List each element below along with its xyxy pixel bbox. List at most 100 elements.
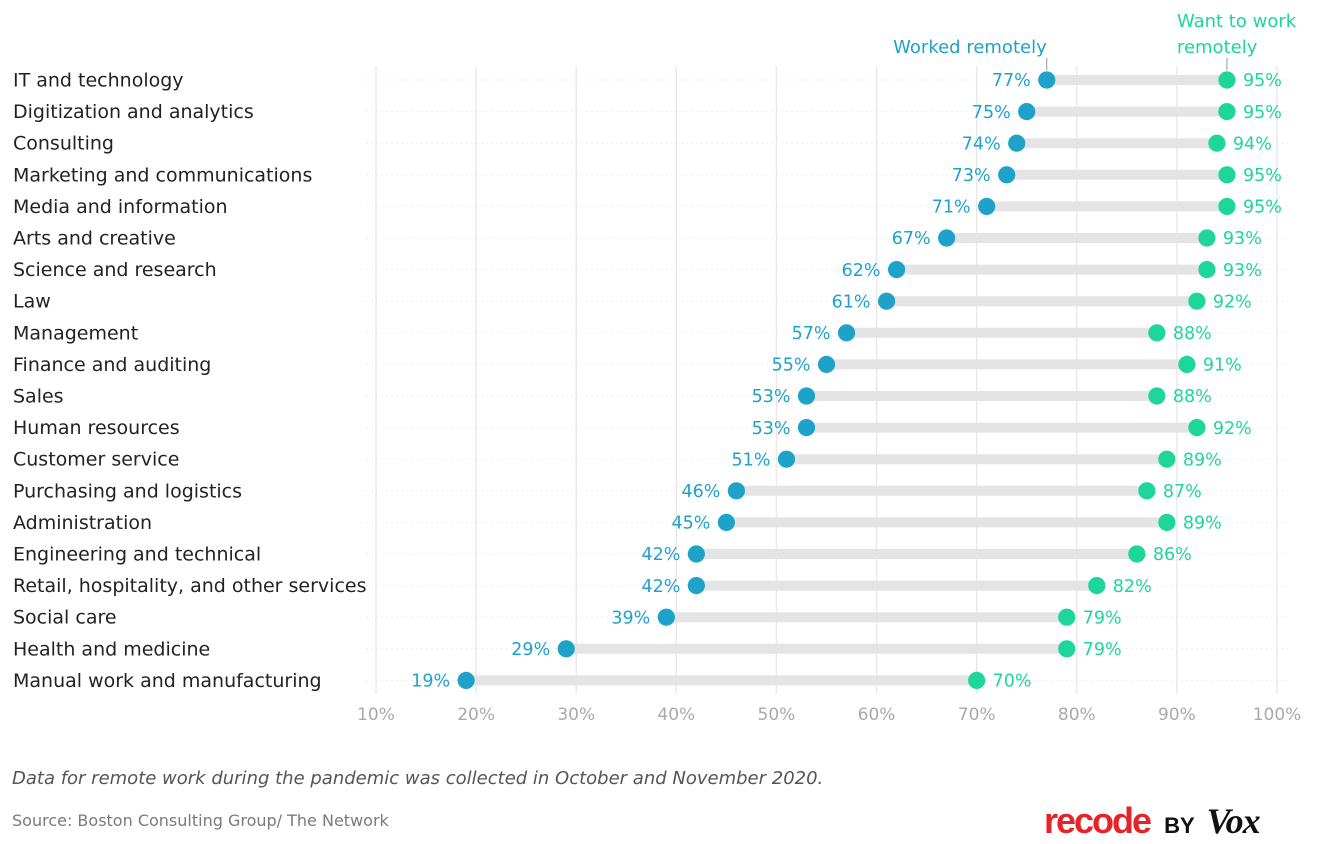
x-tick-label: 50% <box>758 705 796 725</box>
legend-want-remote-line2: remotely <box>1177 37 1258 58</box>
category-label: Consulting <box>13 133 114 155</box>
worked-remotely-point <box>887 261 906 279</box>
worked-remotely-point <box>978 197 996 215</box>
worked-remotely-point <box>938 229 956 247</box>
x-tick-label: 10% <box>357 705 395 725</box>
brand-by-text: BY <box>1164 813 1195 838</box>
worked-remotely-point <box>1008 134 1026 152</box>
worked-remotely-point <box>687 577 705 595</box>
want-remote-value-label: 92% <box>1213 419 1252 439</box>
worked-remotely-point <box>557 640 575 658</box>
worked-remotely-value-label: 67% <box>892 229 931 249</box>
worked-remotely-point <box>457 671 475 690</box>
x-tick-label: 70% <box>958 705 996 725</box>
worked-remotely-point <box>657 608 675 626</box>
want-remote-value-label: 95% <box>1243 166 1282 186</box>
want-remote-point <box>968 671 986 690</box>
dumbbell-chart: 10% 20% 30% 40% 50% 60% 70% 80% 90% 100% IT and te… <box>13 11 1301 726</box>
worked-remotely-value-label: 62% <box>842 261 881 281</box>
want-remote-value-label: 70% <box>993 672 1032 692</box>
x-tick-label: 90% <box>1158 705 1196 725</box>
x-tick-label: 80% <box>1058 705 1096 725</box>
worked-remotely-point <box>797 419 816 437</box>
category-label: Sales <box>13 386 64 408</box>
want-remote-point <box>1208 134 1226 152</box>
category-label: Arts and creative <box>13 228 176 250</box>
worked-remotely-point <box>717 513 735 532</box>
want-remote-value-label: 93% <box>1223 229 1262 249</box>
want-remote-point <box>1218 71 1236 89</box>
category-label: Purchasing and logistics <box>13 480 242 502</box>
worked-remotely-point <box>998 166 1016 184</box>
want-remote-value-label: 93% <box>1223 261 1262 281</box>
data-points <box>457 71 1236 690</box>
want-remote-value-label: 79% <box>1083 640 1122 660</box>
x-tick-label: 100% <box>1253 705 1302 725</box>
worked-remotely-value-label: 75% <box>972 103 1011 123</box>
x-tick-label: 40% <box>657 705 695 725</box>
brand-logo: recode BY Vox <box>1044 800 1261 841</box>
want-remote-value-label: 89% <box>1183 450 1222 470</box>
legend-worked-remotely: Worked remotely <box>893 37 1047 58</box>
worked-remotely-point <box>837 324 856 342</box>
want-remote-point <box>1188 419 1206 437</box>
recode-logo: recode <box>1044 800 1152 841</box>
want-remote-point <box>1058 608 1076 626</box>
worked-remotely-value-label: 53% <box>752 419 791 439</box>
worked-remotely-value-label: 39% <box>611 608 650 628</box>
worked-remotely-point <box>727 482 746 500</box>
want-remote-value-label: 86% <box>1153 545 1192 565</box>
category-label: Human resources <box>13 417 180 439</box>
category-label: Customer service <box>13 449 179 471</box>
worked-remotely-value-label: 61% <box>832 292 871 312</box>
want-remote-value-label: 95% <box>1243 198 1282 218</box>
worked-remotely-value-label: 45% <box>671 514 710 534</box>
worked-remotely-value-label: 19% <box>411 672 450 692</box>
want-remote-point <box>1198 261 1216 279</box>
want-remote-point <box>1128 545 1146 563</box>
want-remote-value-label: 88% <box>1173 387 1212 407</box>
want-remote-value-label: 82% <box>1113 577 1152 597</box>
want-remote-value-label: 79% <box>1083 608 1122 628</box>
worked-remotely-value-label: 46% <box>681 482 720 502</box>
category-label: Administration <box>13 512 152 534</box>
category-label: Finance and auditing <box>13 354 211 376</box>
worked-remotely-value-label: 42% <box>641 577 680 597</box>
want-remote-point <box>1148 324 1166 342</box>
category-label: Engineering and technical <box>13 544 261 566</box>
x-tick-label: 20% <box>457 705 495 725</box>
want-remote-value-label: 94% <box>1233 134 1272 154</box>
want-remote-point <box>1138 482 1156 500</box>
worked-remotely-value-label: 71% <box>932 198 971 218</box>
want-remote-point <box>1218 103 1236 121</box>
want-remote-point <box>1178 355 1196 373</box>
category-label: Manual work and manufacturing <box>13 670 322 692</box>
worked-remotely-value-label: 51% <box>732 450 771 470</box>
labels: 10% 20% 30% 40% 50% 60% 70% 80% 90% 100% IT and te… <box>13 70 1301 726</box>
worked-remotely-value-label: 53% <box>752 387 791 407</box>
want-remote-point <box>1218 166 1236 184</box>
want-remote-point <box>1158 450 1176 468</box>
connectors <box>466 75 1227 686</box>
want-remote-point <box>1158 513 1176 532</box>
worked-remotely-point <box>1038 71 1056 89</box>
category-label: Science and research <box>13 259 217 281</box>
worked-remotely-value-label: 42% <box>641 545 680 565</box>
want-remote-value-label: 88% <box>1173 324 1212 344</box>
worked-remotely-value-label: 29% <box>511 640 550 660</box>
category-label: Management <box>13 322 138 344</box>
category-label: Health and medicine <box>13 638 210 660</box>
want-remote-value-label: 95% <box>1243 103 1282 123</box>
worked-remotely-point <box>877 292 896 310</box>
legend: Worked remotely Want to work remotely <box>893 11 1297 71</box>
worked-remotely-point <box>1018 103 1036 121</box>
vox-logo: Vox <box>1206 801 1261 841</box>
category-label: Law <box>13 291 51 313</box>
want-remote-value-label: 91% <box>1203 356 1242 376</box>
worked-remotely-value-label: 77% <box>992 71 1031 91</box>
gridlines <box>366 66 1291 694</box>
category-label: IT and technology <box>13 70 184 92</box>
want-remote-value-label: 95% <box>1243 71 1282 91</box>
source-credit: Source: Boston Consulting Group/ The Net… <box>12 811 389 830</box>
worked-remotely-point <box>797 387 816 405</box>
